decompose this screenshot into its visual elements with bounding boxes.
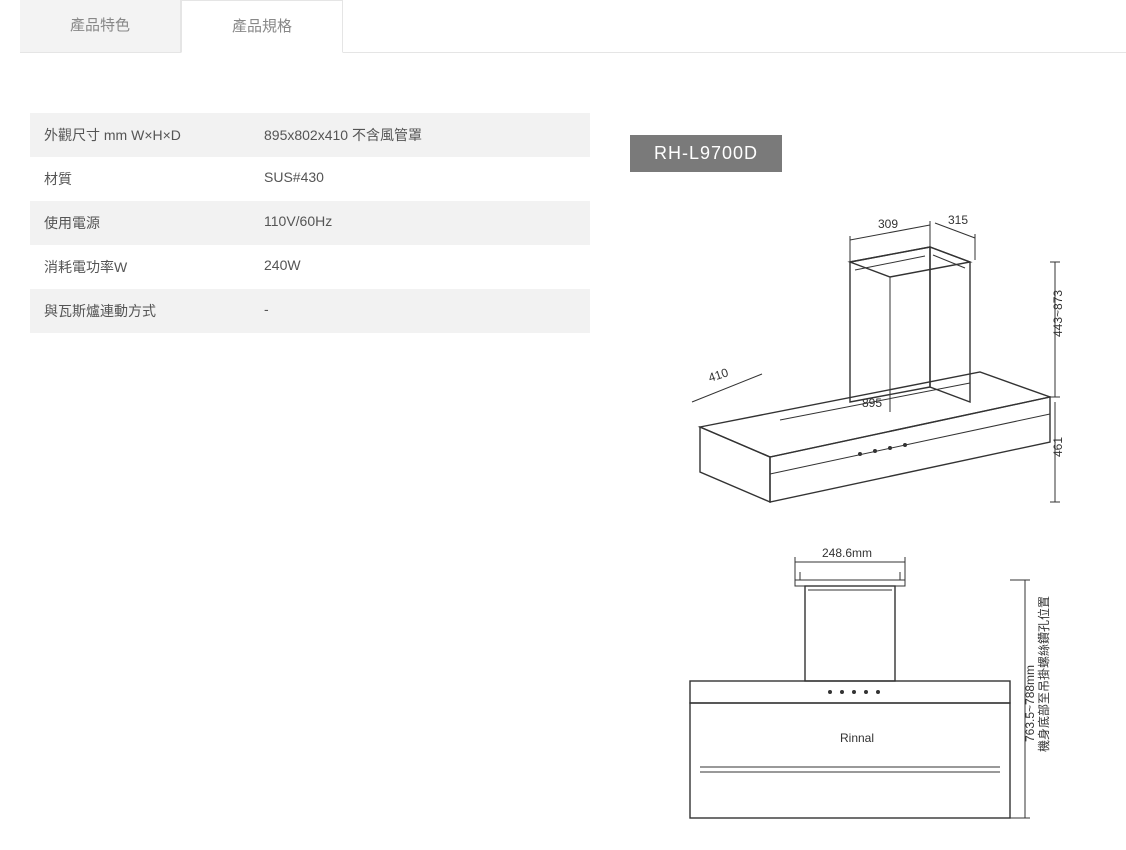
spec-label: 與瓦斯爐連動方式 xyxy=(30,289,250,333)
spec-table: 外觀尺寸 mm W×H×D 895x802x410 不含風管罩 材質 SUS#4… xyxy=(30,113,590,842)
diagram-iso: 309 315 410 895 443~873 461 xyxy=(630,202,1096,542)
table-row: 與瓦斯爐連動方式 - xyxy=(30,289,590,333)
tabs: 產品特色 產品規格 xyxy=(20,0,1126,53)
diagram-iso-svg: 309 315 410 895 443~873 461 xyxy=(630,202,1070,542)
spec-label: 外觀尺寸 mm W×H×D xyxy=(30,113,250,157)
table-row: 材質 SUS#430 xyxy=(30,157,590,201)
table-row: 消耗電功率W 240W xyxy=(30,245,590,289)
spec-value: 110V/60Hz xyxy=(250,201,590,245)
diagram-column: RH-L9700D xyxy=(630,113,1096,842)
dim-side-value: 763.5~788mm xyxy=(1023,665,1037,742)
diagram-front-svg: 248.6mm Rinnal xyxy=(630,542,1070,842)
tab-specs[interactable]: 產品規格 xyxy=(181,0,343,53)
spec-label: 使用電源 xyxy=(30,201,250,245)
spec-value: 240W xyxy=(250,245,590,289)
spec-value: - xyxy=(250,289,590,333)
spec-label: 材質 xyxy=(30,157,250,201)
dim-depth-side: 410 xyxy=(707,365,731,385)
dim-height-upper: 443~873 xyxy=(1051,290,1065,337)
table-row: 外觀尺寸 mm W×H×D 895x802x410 不含風管罩 xyxy=(30,113,590,157)
spec-label: 消耗電功率W xyxy=(30,245,250,289)
diagram-front: 248.6mm Rinnal xyxy=(630,542,1096,842)
dim-top-width: 309 xyxy=(878,217,898,231)
table-row: 使用電源 110V/60Hz xyxy=(30,201,590,245)
content: 外觀尺寸 mm W×H×D 895x802x410 不含風管罩 材質 SUS#4… xyxy=(0,53,1126,842)
spec-value: 895x802x410 不含風管罩 xyxy=(250,113,590,157)
dim-top-depth: 315 xyxy=(948,213,968,227)
spec-value: SUS#430 xyxy=(250,157,590,201)
model-badge: RH-L9700D xyxy=(630,135,782,172)
dim-duct-width: 248.6mm xyxy=(822,546,872,560)
dim-side-label: 機身底部至吊掛螺絲鑽孔位置 xyxy=(1036,596,1051,752)
dim-body-width: 895 xyxy=(862,396,882,410)
tab-features[interactable]: 產品特色 xyxy=(20,0,181,52)
svg-text:Rinnal: Rinnal xyxy=(840,731,874,745)
dim-height-lower: 461 xyxy=(1051,437,1065,457)
